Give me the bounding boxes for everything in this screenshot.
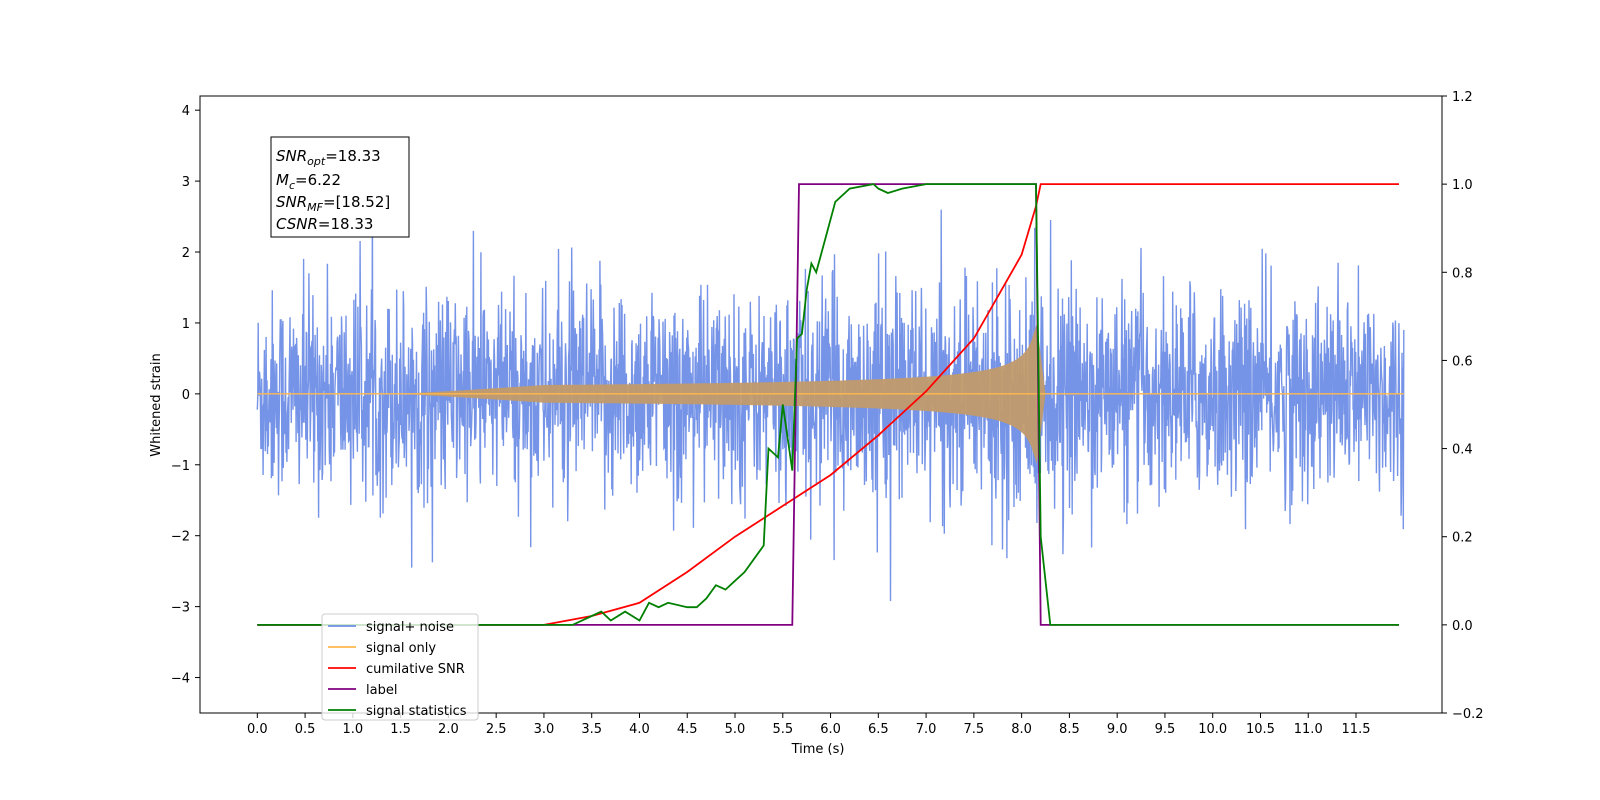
x-tick-label: 6.0: [820, 722, 841, 737]
x-tick-label: 9.0: [1107, 722, 1128, 737]
x-tick-label: 10.0: [1198, 722, 1227, 737]
y-right-tick-label: 0.4: [1452, 443, 1473, 458]
series-cumilative-snr-line: [257, 183, 1399, 626]
y-left-tick-label: 4: [182, 104, 190, 119]
x-tick-label: 3.5: [581, 722, 602, 737]
x-tick-label: 0.5: [295, 722, 316, 737]
legend-label: label: [366, 683, 397, 698]
y-axis-right: 1.2 1.0 0.8 0.6 0.4 0.2 0.0 −0.2: [1442, 90, 1484, 722]
y-right-tick-label: 0.2: [1452, 531, 1473, 546]
y-right-tick-label: 0.8: [1452, 266, 1473, 281]
x-tick-label: 6.5: [868, 722, 889, 737]
y-left-tick-label: 1: [182, 317, 190, 332]
x-tick-label: 4.0: [629, 722, 650, 737]
legend-label: signal only: [366, 641, 436, 656]
annotation-mc: =6.22: [295, 171, 341, 189]
y-left-tick-label: −1: [171, 459, 190, 474]
annotation-snr-mf: =[18.52]: [323, 193, 390, 211]
series-layer: [256, 183, 1405, 626]
x-tick-label: 5.5: [772, 722, 793, 737]
x-tick-label: 5.0: [725, 722, 746, 737]
annotation-csnr: =18.33: [318, 215, 374, 233]
y-left-tick-label: 3: [182, 175, 190, 190]
x-axis: 0.0 0.5 1.0 1.5 2.0 2.5 3.0 3.5 4.0 4.5 5.0 5.5 6.0 6…: [247, 713, 1371, 737]
svg-text:Mc=6.22: Mc=6.22: [276, 171, 341, 192]
x-tick-label: 11.5: [1342, 722, 1371, 737]
x-tick-label: 1.5: [390, 722, 411, 737]
legend-label: cumilative SNR: [366, 662, 465, 677]
x-tick-label: 7.0: [916, 722, 937, 737]
annotation-box: SNRopt=18.33 Mc=6.22 SNRMF=[18.52] CSNR=…: [270, 136, 410, 238]
x-tick-label: 8.5: [1059, 722, 1080, 737]
svg-text:CSNR=18.33: CSNR=18.33: [276, 215, 373, 233]
x-tick-label: 8.0: [1011, 722, 1032, 737]
y-right-tick-label: 1.2: [1452, 90, 1473, 105]
y-axis-label: Whitened strain: [149, 353, 164, 456]
legend-label: signal+ noise: [366, 620, 454, 635]
legend-frame: [321, 613, 479, 721]
y-left-tick-label: −2: [171, 530, 190, 545]
y-right-tick-label: −0.2: [1452, 707, 1484, 722]
svg-text:SNRMF=[18.52]: SNRMF=[18.52]: [276, 193, 390, 214]
x-tick-label: 3.0: [534, 722, 555, 737]
series-signal-statistics-line: [257, 183, 1399, 626]
x-tick-label: 0.0: [247, 722, 268, 737]
annotation-snr-opt: =18.33: [325, 147, 381, 165]
x-tick-label: 7.5: [964, 722, 985, 737]
svg-text:SNRopt=18.33: SNRopt=18.33: [276, 147, 381, 168]
y-left-tick-label: −4: [171, 672, 190, 687]
legend: signal+ noise signal only cumilative SNR la…: [321, 613, 479, 721]
x-axis-label: Time (s): [791, 742, 845, 757]
legend-label: signal statistics: [366, 704, 467, 719]
x-tick-label: 2.5: [486, 722, 507, 737]
x-tick-label: 9.5: [1155, 722, 1176, 737]
x-tick-label: 1.0: [343, 722, 364, 737]
x-tick-label: 10.5: [1246, 722, 1275, 737]
x-tick-label: 11.0: [1294, 722, 1323, 737]
y-right-tick-label: 1.0: [1452, 178, 1473, 193]
y-right-tick-label: 0.0: [1452, 619, 1473, 634]
y-left-tick-label: 0: [182, 388, 190, 403]
x-tick-label: 2.0: [438, 722, 459, 737]
x-tick-label: 4.5: [677, 722, 698, 737]
y-axis-left: 4 3 2 1 0 −1 −2 −3 −4: [171, 104, 200, 687]
y-left-tick-label: 2: [182, 246, 190, 261]
y-left-tick-label: −3: [171, 601, 190, 616]
y-right-tick-label: 0.6: [1452, 354, 1473, 369]
plot-frame: [199, 95, 1443, 714]
